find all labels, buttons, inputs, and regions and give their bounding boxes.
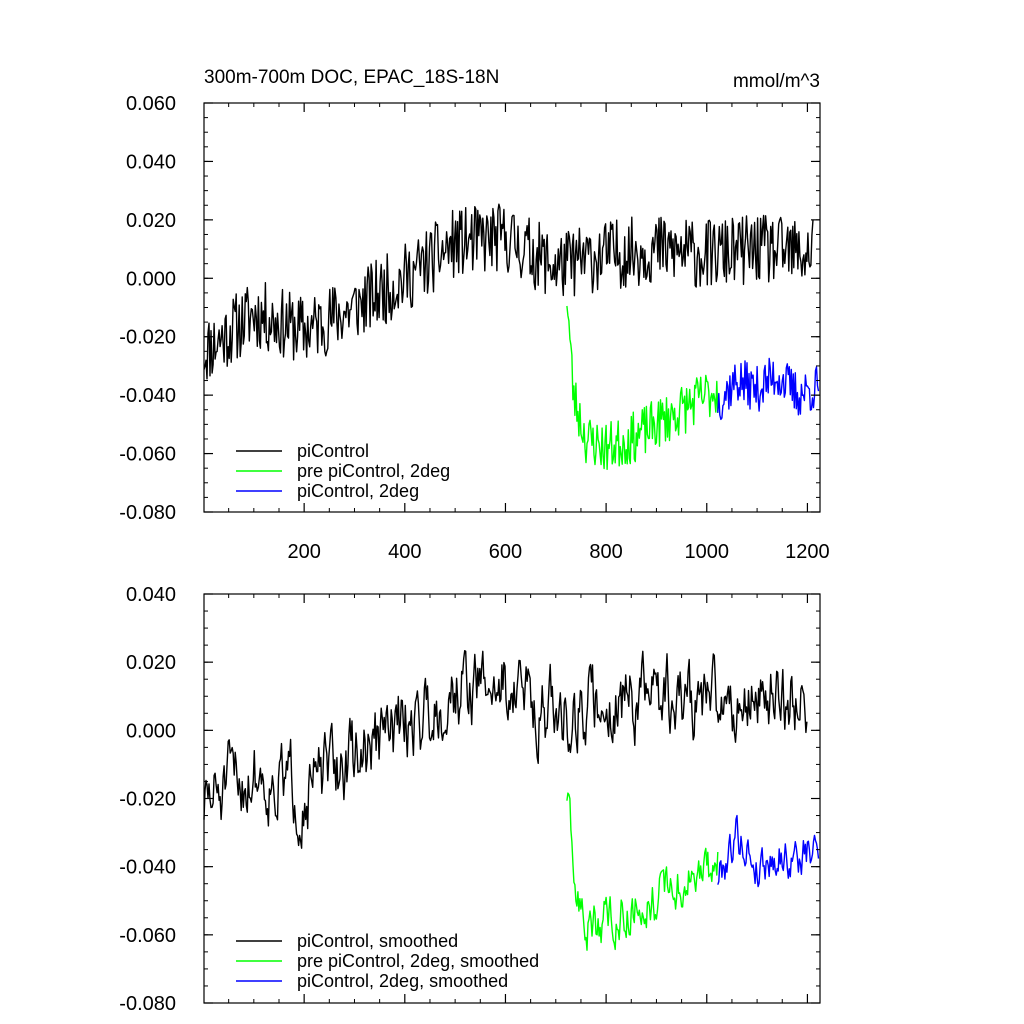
top-x-axis: 200 400 600 800 1000 1200	[228, 103, 830, 563]
legend-label-picontrol-2deg-smoothed: piControl, 2deg, smoothed	[297, 971, 508, 991]
top-xtick-label: 1200	[785, 541, 830, 563]
units-label: mmol/m^3	[733, 71, 820, 92]
bottom-series-line-2	[717, 814, 820, 888]
bottom-panel: -0.080-0.060-0.040-0.0200.0000.0200.040 …	[119, 584, 821, 1015]
top-xtick-label: 400	[388, 541, 421, 563]
legend-label-picontrol: piControl	[297, 441, 369, 461]
top-xtick-label: 800	[589, 541, 622, 563]
bottom-series-lines	[203, 650, 820, 951]
bottom-x-axis	[228, 594, 809, 1003]
top-legend: piControl pre piControl, 2deg piControl,…	[236, 441, 450, 501]
top-ytick-label: -0.020	[119, 327, 176, 349]
top-ytick-label: 0.060	[126, 93, 176, 115]
bottom-ytick-label: -0.040	[119, 857, 176, 879]
legend-label-pre-picontrol-2deg: pre piControl, 2deg	[297, 461, 450, 481]
top-xtick-label: 600	[489, 541, 522, 563]
legend-label-picontrol-2deg: piControl, 2deg	[297, 481, 419, 501]
top-series-line-2	[717, 357, 820, 421]
bottom-ytick-label: 0.000	[126, 720, 176, 742]
bottom-legend: piControl, smoothed pre piControl, 2deg,…	[236, 931, 539, 991]
top-ytick-label: 0.000	[126, 268, 176, 290]
legend-label-pre-picontrol-2deg-smoothed: pre piControl, 2deg, smoothed	[297, 951, 539, 971]
top-ytick-label: -0.060	[119, 444, 176, 466]
top-panel: 300m-700m DOC, EPAC_18S-18N mmol/m^3 -0.…	[119, 67, 829, 563]
top-series-line-0	[203, 203, 814, 380]
bottom-ytick-label: 0.040	[126, 584, 176, 606]
top-ytick-label: 0.020	[126, 210, 176, 232]
bottom-ytick-label: -0.080	[119, 993, 176, 1015]
bottom-ytick-label: -0.020	[119, 789, 176, 811]
top-ytick-label: 0.040	[126, 151, 176, 173]
chart-title: 300m-700m DOC, EPAC_18S-18N	[204, 67, 499, 88]
legend-label-picontrol-smoothed: piControl, smoothed	[297, 931, 458, 951]
bottom-series-line-1	[566, 792, 719, 951]
bottom-ytick-label: 0.020	[126, 652, 176, 674]
top-ytick-label: -0.080	[119, 502, 176, 524]
bottom-series-line-0	[203, 650, 808, 849]
top-xtick-label: 1000	[685, 541, 730, 563]
top-xtick-label: 200	[287, 541, 320, 563]
top-ytick-label: -0.040	[119, 385, 176, 407]
bottom-ytick-label: -0.060	[119, 925, 176, 947]
bottom-y-axis: -0.080 -0.060 -0.040 -0.020 0.000 0.020 0.040	[119, 584, 820, 1015]
top-series-lines	[203, 203, 820, 470]
top-y-axis: -0.080 -0.060 -0.040 -0.020 0.000 0.020 0.040 0…	[119, 93, 820, 524]
top-series-line-1	[566, 305, 719, 470]
